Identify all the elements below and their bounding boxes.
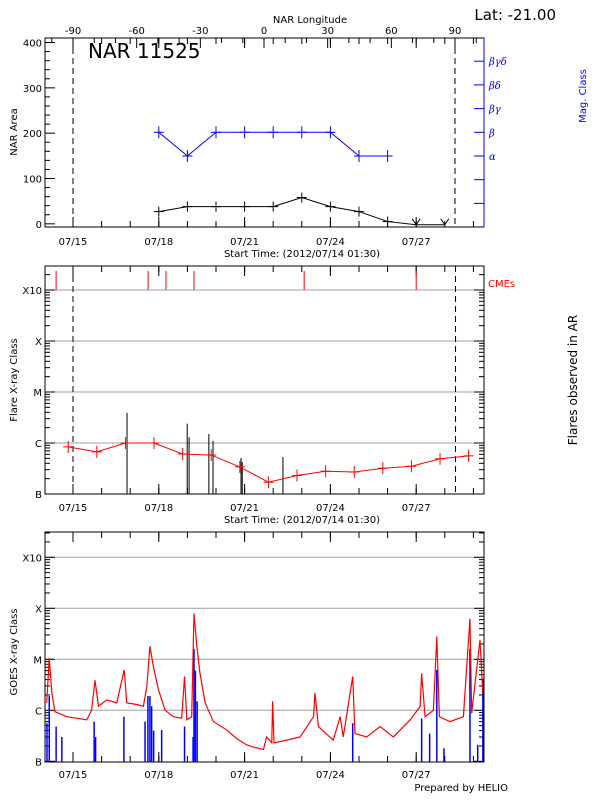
x-tick-label: 07/27 [402, 237, 431, 248]
panel-flare-class: Flare X-ray Class Flares observed in AR … [9, 265, 580, 526]
footer-credit: Prepared by HELIO [414, 783, 508, 794]
x-tick-label: 07/27 [402, 503, 431, 514]
panel-goes-xray: GOES X-ray Class Prepared by HELIO B C M X X… [9, 531, 508, 794]
plot-frame [44, 531, 485, 763]
y-axis-label: GOES X-ray Class [9, 608, 20, 695]
goes-long-line [46, 613, 484, 751]
y-tick-label: M [33, 655, 42, 666]
nar-area-missing-marker [411, 218, 421, 226]
y2-tick-label: βγδ [488, 57, 507, 68]
plot-frame [44, 265, 485, 495]
x-tick-label: 07/18 [144, 237, 173, 248]
y-tick-label: 200 [23, 129, 42, 140]
y2-tick-label: βγ [488, 105, 501, 116]
latitude-label: Lat: -21.00 [474, 6, 556, 24]
cme-label: CMEs [488, 279, 515, 290]
x-tick-label: 07/24 [316, 237, 345, 248]
y2-tick-label: β [488, 128, 495, 139]
x-axis-label: Start Time: (2012/07/14 01:30) [224, 249, 380, 260]
x-tick-label: 07/15 [59, 770, 88, 781]
y-tick-label: B [35, 757, 42, 768]
x-tick-label: 07/21 [230, 503, 259, 514]
x-tick-label: 07/15 [59, 237, 88, 248]
x-tick-label: 07/18 [144, 503, 173, 514]
top-axis-tick-label: 0 [261, 26, 267, 37]
x-tick-label: 07/24 [316, 770, 345, 781]
y-tick-label: 300 [23, 84, 42, 95]
y-axis-label: Flare X-ray Class [9, 338, 20, 422]
y2-tick-label: βδ [488, 81, 501, 92]
top-axis-label: NAR Longitude [273, 15, 347, 26]
y2-axis-label: Flares observed in AR [566, 315, 580, 445]
x-tick-label: 07/21 [230, 770, 259, 781]
top-axis-tick-label: -30 [192, 26, 208, 37]
y-tick-label: X [35, 604, 42, 615]
x-tick-label: 07/21 [230, 237, 259, 248]
y-tick-label: 0 [36, 220, 42, 231]
y2-tick-label: α [489, 152, 496, 163]
y-tick-label: M [33, 388, 42, 399]
y-tick-label: B [35, 490, 42, 501]
region-title: NAR 11525 [88, 39, 201, 63]
top-axis-tick-label: 60 [385, 26, 398, 37]
y-tick-label: C [35, 706, 42, 717]
top-axis-tick-label: -90 [65, 26, 81, 37]
x-tick-label: 07/15 [59, 503, 88, 514]
y-tick-label: 400 [23, 39, 42, 50]
y-tick-label: 100 [23, 175, 42, 186]
y-tick-label: X10 [22, 286, 42, 297]
top-axis-tick-label: 90 [449, 26, 462, 37]
top-axis-tick-label: -60 [129, 26, 145, 37]
y-tick-label: X [35, 337, 42, 348]
y-tick-label: C [35, 439, 42, 450]
nar-area-missing-marker [440, 218, 450, 226]
y2-axis-label: Mag. Class [578, 69, 589, 123]
x-axis-label: Start Time: (2012/07/14 01:30) [224, 515, 380, 526]
x-tick-label: 07/18 [144, 770, 173, 781]
y-tick-label: X10 [22, 553, 42, 564]
x-tick-label: 07/24 [316, 503, 345, 514]
panel-nar-area: NAR Longitude Lat: -21.00 NAR 11525 NAR … [9, 6, 589, 260]
x-tick-label: 07/27 [402, 770, 431, 781]
top-axis-tick-label: 30 [321, 26, 334, 37]
y-axis-label: NAR Area [9, 108, 20, 155]
